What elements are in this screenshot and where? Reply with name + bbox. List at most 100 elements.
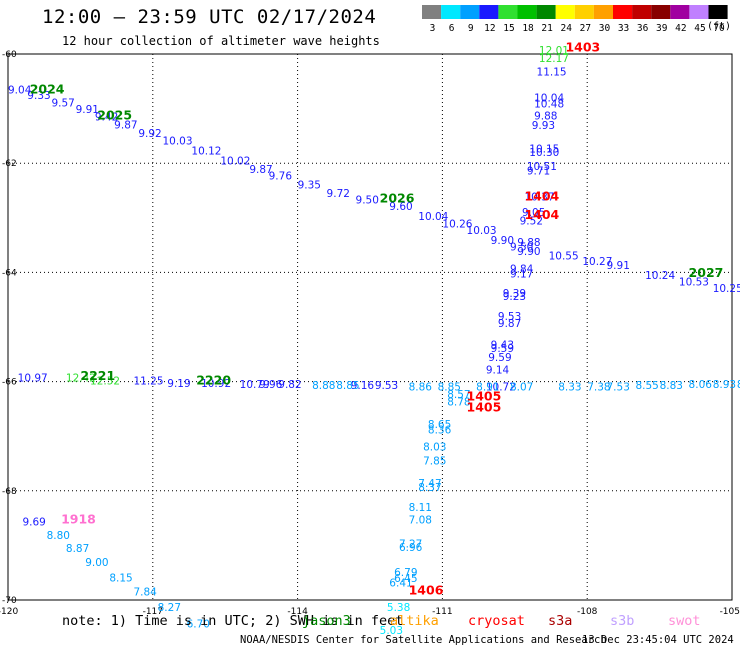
color-scale-label: 6 [449, 23, 455, 34]
longitude-tick-label: -108 [577, 607, 598, 617]
wave-height-value: 12.01 [539, 45, 569, 57]
satellite-legend-s3b: s3b [610, 613, 635, 629]
wave-height-value: 10.25 [713, 283, 740, 295]
wave-height-value: 8.85 [438, 381, 461, 393]
wave-height-value: 10.72 [486, 381, 516, 393]
wave-height-value: 9.76 [269, 171, 293, 183]
wave-height-value: 9.17 [510, 268, 533, 280]
wave-height-value: 6.96 [399, 542, 423, 554]
track-cryosat: 12.0112.1711.1510.0410.489.889.9310.1510… [486, 45, 569, 376]
track-jason3: 9.049.339.579.919.429.879.9210.0310.1210… [8, 84, 740, 295]
wave-height-value: 8.80 [47, 530, 70, 542]
wave-height-value: 10.03 [467, 225, 497, 237]
map-frame [7, 53, 733, 601]
latitude-tick-label: -66 [2, 378, 17, 388]
color-scale-label: 18 [522, 23, 534, 34]
wave-height-value: 8.57 [447, 389, 470, 401]
wave-height-value: 8.91 [476, 381, 499, 393]
wave-height-value: 8.87 [66, 543, 89, 555]
wave-height-value: 10.37 [524, 191, 554, 203]
wave-height-value: 7.53 [607, 381, 630, 393]
page-subtitle: 12 hour collection of altimeter wave hei… [62, 34, 380, 48]
wave-height-value: 10.03 [162, 136, 192, 148]
color-scale-label: 36 [637, 23, 649, 34]
wave-height-value: 8.06 [689, 379, 713, 391]
altimeter-tracks: 9.049.339.579.919.429.879.9210.0310.1210… [8, 45, 740, 637]
wave-height-value: 9.69 [22, 517, 45, 529]
pass-time-label: 2027 [689, 265, 724, 280]
graticule [8, 54, 732, 600]
wave-height-value: 8.83 [660, 380, 683, 392]
wave-height-value: 9.52 [520, 215, 543, 227]
wave-height-value: 10.02 [220, 155, 250, 167]
pass-time-label: 1406 [409, 583, 444, 598]
wave-height-value: 9.05 [522, 207, 545, 219]
wave-height-value: 11.15 [537, 66, 567, 78]
wave-height-value: 9.87 [498, 318, 521, 330]
wave-height-value: 9.04 [8, 84, 32, 96]
wave-height-value: 9.96 [259, 379, 283, 391]
latitude-tick-label: -62 [2, 159, 17, 169]
wave-height-value: 10.27 [582, 256, 612, 268]
wave-height-value: 10.12 [191, 145, 221, 157]
wave-height-value: 8.15 [109, 572, 132, 584]
wave-height-value: 10.24 [645, 270, 675, 282]
color-scale-label: 15 [503, 23, 514, 34]
color-scale-swatch [460, 5, 480, 19]
color-scale-label: 12 [484, 23, 495, 34]
wave-height-value: 10.04 [418, 211, 448, 223]
page-title: 12:00 – 23:59 UTC 02/17/2024 [42, 6, 377, 28]
wave-height-value: 9.00 [85, 557, 108, 569]
color-scale-swatch [555, 5, 575, 19]
color-scale-label: 45 [694, 23, 705, 34]
map-border [7, 53, 733, 601]
wave-height-value: 9.88 [517, 237, 540, 249]
satellite-legend-jason3: jason3 [302, 613, 351, 629]
wave-height-value: 9.19 [167, 378, 190, 390]
color-scale-swatch [613, 5, 633, 19]
color-scale-swatch [593, 5, 613, 19]
wave-height-value: 8.11 [409, 502, 432, 514]
wave-height-value: 8.85 [336, 380, 359, 392]
satellite-legend-s3a: s3a [548, 613, 573, 629]
wave-height-value: 9.90 [491, 235, 514, 247]
wave-height-value: 12.17 [539, 53, 569, 65]
color-scale-swatch [517, 5, 537, 19]
wave-height-value: 9.91 [607, 260, 630, 272]
wave-height-value: 9.50 [510, 242, 533, 254]
wave-height-value: 8.88 [312, 380, 335, 392]
wave-height-value: 9.59 [491, 343, 514, 355]
wave-height-value: 9.14 [486, 364, 510, 376]
wave-height-value: 9.39 [503, 288, 526, 300]
footer-note: note: 1) Time is in UTC; 2) SWH is in fe… [62, 613, 404, 629]
color-scale-swatch [632, 5, 652, 19]
wave-height-value: 12.52 [90, 375, 120, 387]
pass-time-label: 2220 [196, 372, 231, 387]
wave-height-value: 6.41 [389, 577, 412, 589]
wave-height-value: 7.85 [423, 456, 446, 468]
wave-height-value: 8.93 [713, 379, 736, 391]
wave-height-value: 8.03 [423, 441, 446, 453]
track-swot: 9.69 [22, 517, 45, 529]
wave-height-value: 8.37 [418, 482, 441, 494]
wave-height-value: 10.15 [529, 143, 559, 155]
wave-height-value: 10.97 [18, 373, 48, 385]
wave-height-value: 10.53 [679, 277, 709, 289]
wave-height-value: 10.92 [201, 378, 231, 390]
track-sentinel: 8.88 8.85 8.86 8.85 8.91 8.07 8.33 7.387.53 8.55… [47, 379, 740, 637]
generated-timestamp: 13 Dec 23:45:04 UTC 2024 [582, 634, 734, 646]
wave-height-value: 8.33 [558, 381, 581, 393]
wave-height-value: 9.50 [356, 195, 379, 207]
wave-height-value: 9.87 [249, 164, 272, 176]
wave-height-value: 12.42 [66, 373, 96, 385]
wave-height-value: 6.79 [394, 567, 417, 579]
wave-height-value: 8.07 [510, 381, 533, 393]
wave-height-value: 11.25 [133, 375, 163, 387]
color-scale-label: 27 [580, 23, 591, 34]
wave-height-value: 9.53 [498, 311, 521, 323]
color-scale-label: 70 [713, 23, 725, 34]
satellite-legend-altika: altika [390, 613, 439, 629]
color-scale-swatch [689, 5, 709, 19]
wave-height-value: 9.93 [532, 120, 555, 132]
